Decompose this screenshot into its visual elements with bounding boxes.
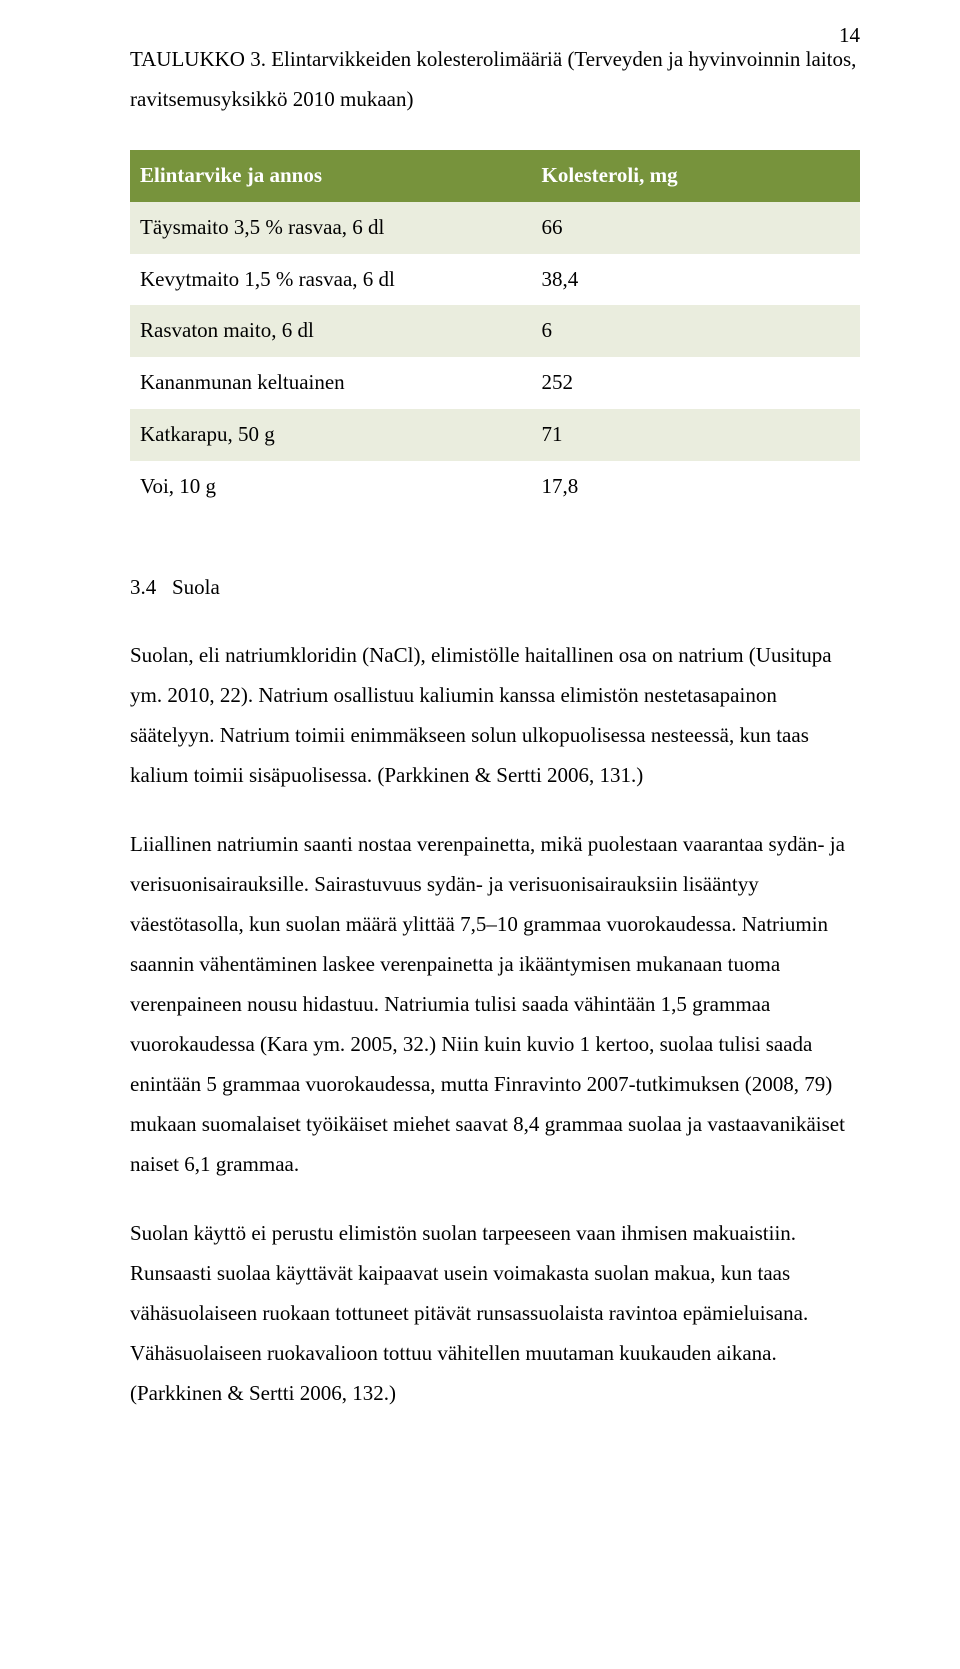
table-row: Täysmaito 3,5 % rasvaa, 6 dl 66 (130, 202, 860, 254)
section-heading: 3.4 Suola (130, 568, 860, 608)
table-header-row: Elintarvike ja annos Kolesteroli, mg (130, 150, 860, 202)
cell-label: Täysmaito 3,5 % rasvaa, 6 dl (130, 202, 532, 254)
cell-value: 17,8 (532, 461, 861, 513)
table-row: Katkarapu, 50 g 71 (130, 409, 860, 461)
cholesterol-table: Elintarvike ja annos Kolesteroli, mg Täy… (130, 150, 860, 513)
paragraph-2: Liiallinen natriumin saanti nostaa veren… (130, 825, 860, 1184)
cell-value: 71 (532, 409, 861, 461)
section-number: 3.4 (130, 575, 156, 599)
header-col-2: Kolesteroli, mg (532, 150, 861, 202)
paragraph-1: Suolan, eli natriumkloridin (NaCl), elim… (130, 636, 860, 796)
page-number: 14 (839, 16, 860, 56)
table-row: Kananmunan keltuainen 252 (130, 357, 860, 409)
cell-value: 66 (532, 202, 861, 254)
cell-label: Voi, 10 g (130, 461, 532, 513)
cell-label: Kevytmaito 1,5 % rasvaa, 6 dl (130, 254, 532, 306)
paragraph-3: Suolan käyttö ei perustu elimistön suola… (130, 1214, 860, 1413)
header-col-1: Elintarvike ja annos (130, 150, 532, 202)
cell-value: 38,4 (532, 254, 861, 306)
cell-label: Rasvaton maito, 6 dl (130, 305, 532, 357)
cell-value: 6 (532, 305, 861, 357)
section-title: Suola (172, 575, 220, 599)
table-caption: TAULUKKO 3. Elintarvikkeiden kolesteroli… (130, 40, 860, 120)
table-row: Rasvaton maito, 6 dl 6 (130, 305, 860, 357)
cell-label: Katkarapu, 50 g (130, 409, 532, 461)
cell-label: Kananmunan keltuainen (130, 357, 532, 409)
cell-value: 252 (532, 357, 861, 409)
table-row: Voi, 10 g 17,8 (130, 461, 860, 513)
table-row: Kevytmaito 1,5 % rasvaa, 6 dl 38,4 (130, 254, 860, 306)
